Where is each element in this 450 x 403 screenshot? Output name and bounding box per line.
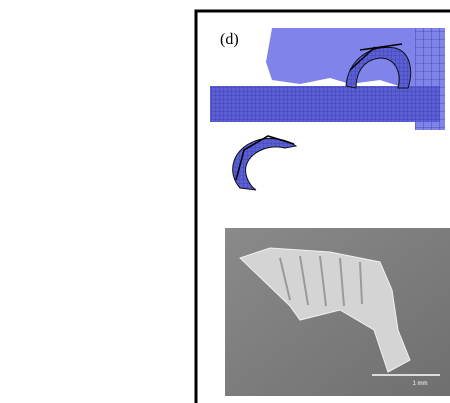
scale-bar-label: 1 mm <box>413 381 428 387</box>
workpiece <box>210 86 440 122</box>
panel-label: (d) <box>220 31 239 48</box>
figure: (d) 1 mm <box>0 0 450 403</box>
